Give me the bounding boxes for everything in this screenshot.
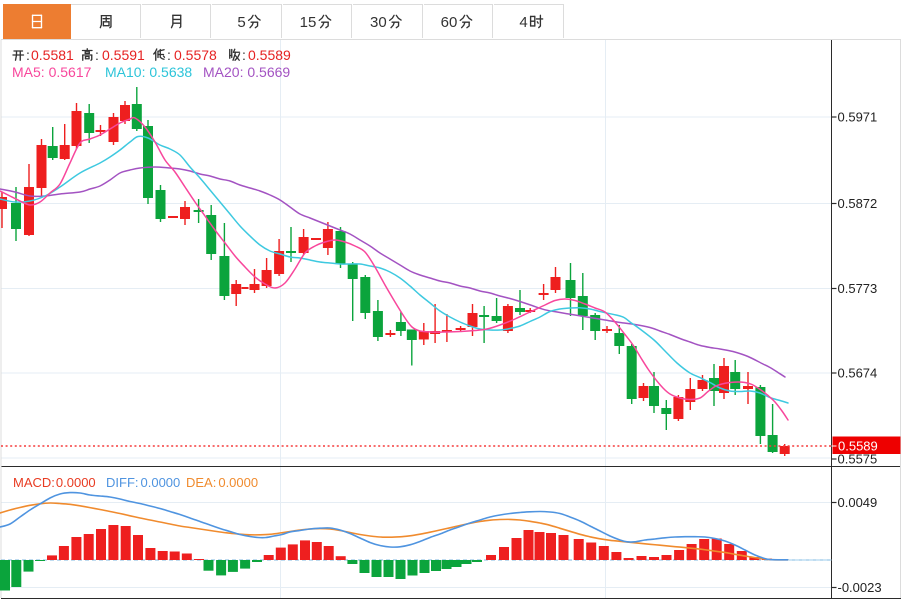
svg-text::: : bbox=[167, 47, 171, 63]
svg-text:5: 5 bbox=[237, 14, 245, 31]
svg-text:0.5872: 0.5872 bbox=[838, 196, 878, 211]
svg-text:-0.0023: -0.0023 bbox=[838, 580, 882, 595]
svg-text:MA5: 0.5617: MA5: 0.5617 bbox=[12, 64, 92, 80]
svg-text:0.5971: 0.5971 bbox=[838, 110, 878, 125]
svg-text:DIFF:0.0000: DIFF: 0.0000 bbox=[106, 475, 180, 490]
svg-text:30: 30 bbox=[370, 14, 387, 31]
svg-text:MACD:0.0000: MACD:0.0000 bbox=[13, 475, 96, 490]
svg-text:0.5589: 0.5589 bbox=[838, 439, 878, 454]
svg-text:0.0049: 0.0049 bbox=[838, 495, 878, 510]
svg-text:MA20: 0.5669: MA20: 0.5669 bbox=[203, 64, 290, 80]
svg-text:0.5773: 0.5773 bbox=[838, 281, 878, 296]
svg-text:0.5589: 0.5589 bbox=[248, 47, 291, 63]
svg-text:0.5581: 0.5581 bbox=[31, 47, 74, 63]
svg-text:MA10: 0.5638: MA10: 0.5638 bbox=[105, 64, 192, 80]
svg-text:15: 15 bbox=[300, 14, 317, 31]
svg-text::: : bbox=[95, 47, 99, 63]
svg-text::: : bbox=[242, 47, 246, 63]
svg-text:0.5575: 0.5575 bbox=[838, 452, 878, 467]
svg-text:4: 4 bbox=[519, 14, 527, 31]
svg-text:60: 60 bbox=[441, 14, 458, 31]
svg-text:DEA:0.0000: DEA: 0.0000 bbox=[186, 475, 258, 490]
svg-text:0.5674: 0.5674 bbox=[838, 366, 878, 381]
svg-text::: : bbox=[26, 47, 30, 63]
svg-text:0.5591: 0.5591 bbox=[102, 47, 145, 63]
svg-text:0.5578: 0.5578 bbox=[174, 47, 217, 63]
